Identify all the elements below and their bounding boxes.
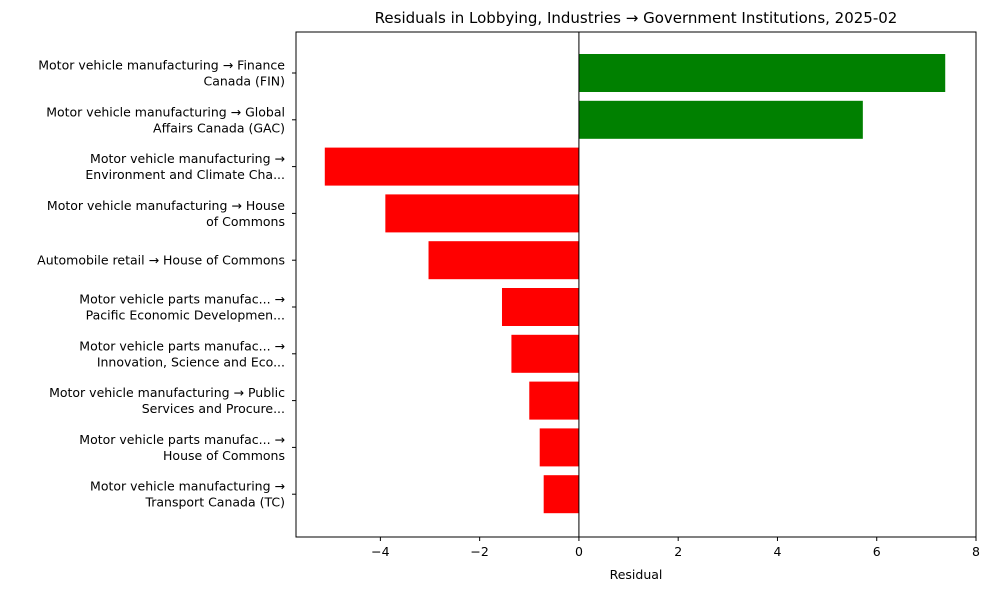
bar-0 xyxy=(578,54,946,92)
x-tick-label-3: 2 xyxy=(674,544,682,559)
x-tick-label-4: 4 xyxy=(773,544,781,559)
x-axis-ticks: −4 −2 0 2 4 6 8 xyxy=(371,537,980,559)
chart-title: Residuals in Lobbying, Industries → Gove… xyxy=(375,9,898,27)
y-tick-label-1: Motor vehicle manufacturing → Global Affa… xyxy=(46,104,285,135)
bar-5 xyxy=(501,288,579,326)
x-tick-label-1: −2 xyxy=(470,544,488,559)
y-tick-label-0: Motor vehicle manufacturing → Finance Can… xyxy=(38,58,285,89)
bar-9 xyxy=(543,475,579,514)
bar-2 xyxy=(324,147,579,186)
y-axis-ticks: Motor vehicle manufacturing → Finance Can… xyxy=(37,58,296,510)
y-tick-label-7: Motor vehicle manufacturing → Public Serv… xyxy=(49,385,285,416)
x-tick-label-2: 0 xyxy=(575,544,583,559)
y-tick-label-8: Motor vehicle parts manufac... → House of… xyxy=(79,432,285,463)
x-tick-label-5: 6 xyxy=(873,544,881,559)
y-tick-label-6: Motor vehicle parts manufac... → Innovati… xyxy=(79,338,285,369)
bar-7 xyxy=(529,381,579,420)
y-tick-label-9: Motor vehicle manufacturing → Transport C… xyxy=(90,479,285,510)
y-tick-label-3: Motor vehicle manufacturing → House of Co… xyxy=(47,198,285,229)
bar-8 xyxy=(539,428,579,467)
plot-frame xyxy=(295,31,977,538)
x-tick-label-6: 8 xyxy=(972,544,980,559)
y-tick-label-2: Motor vehicle manufacturing → Environment… xyxy=(85,151,285,182)
x-axis-label: Residual xyxy=(610,567,663,582)
bar-1 xyxy=(578,100,863,139)
x-tick-label-0: −4 xyxy=(371,544,389,559)
bar-3 xyxy=(385,194,579,233)
bar-4 xyxy=(428,241,579,280)
bars-group xyxy=(324,54,946,514)
y-tick-label-5: Motor vehicle parts manufac... → Pacific … xyxy=(79,292,285,323)
y-tick-label-4: Automobile retail → House of Commons xyxy=(37,253,285,268)
bar-6 xyxy=(511,334,579,373)
